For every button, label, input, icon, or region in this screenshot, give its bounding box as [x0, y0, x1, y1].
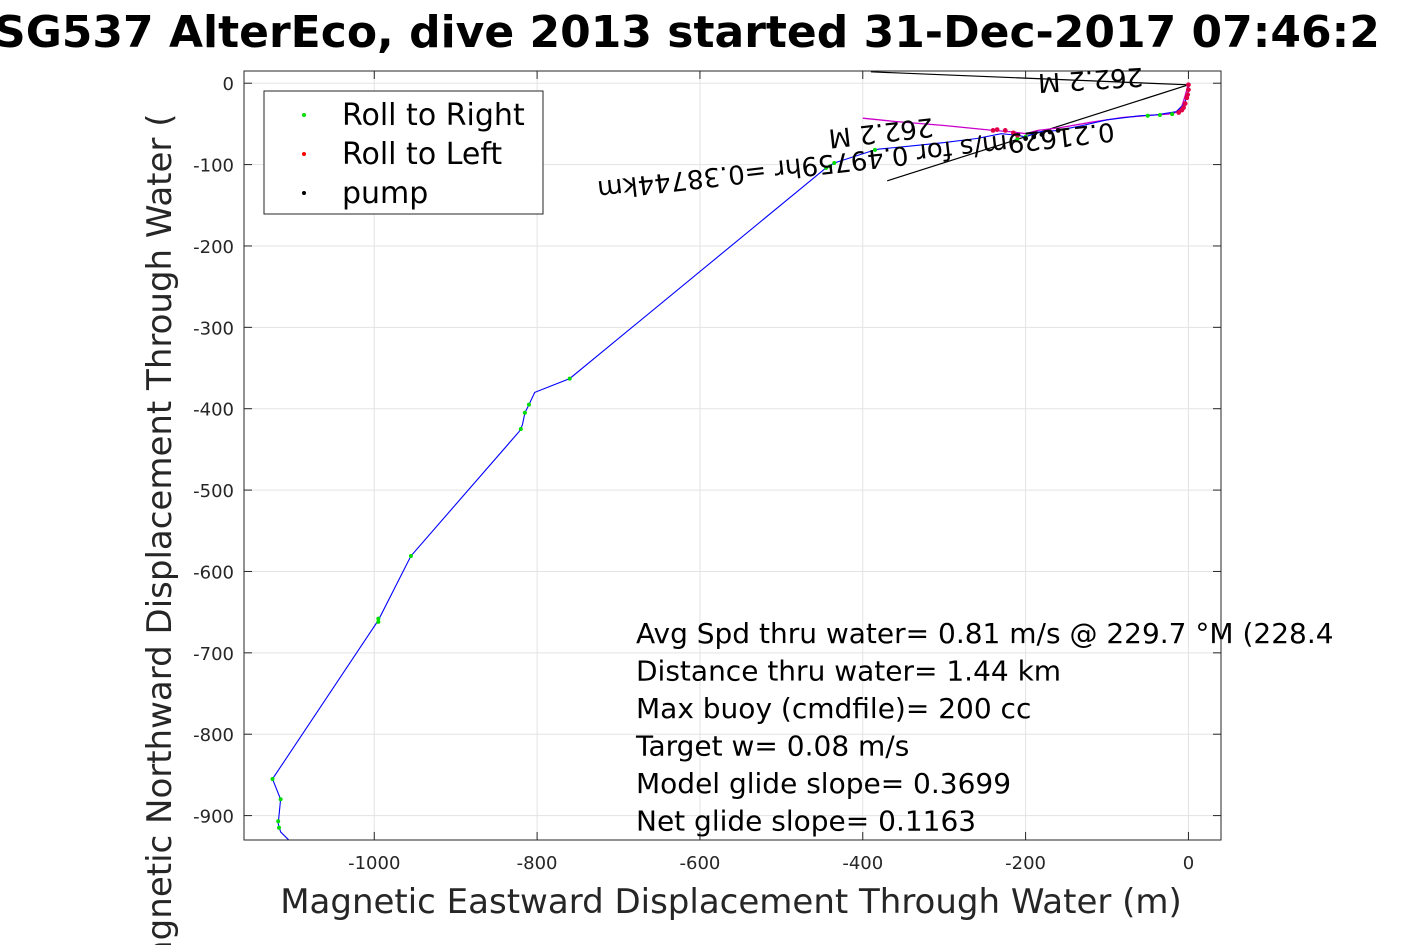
y-tick-label: -300: [193, 318, 234, 339]
legend-label: Roll to Left: [342, 137, 502, 172]
vector-label-top: 262.2 M: [1037, 61, 1144, 97]
x-tick-label: -600: [680, 853, 721, 874]
roll-right-point: [828, 164, 833, 169]
chart-title: SG537 AlterEco, dive 2013 started 31-Dec…: [0, 7, 1380, 58]
roll-right-point: [832, 160, 837, 165]
roll-right-point: [872, 147, 877, 152]
y-tick-label: 0: [223, 74, 234, 95]
roll-right-point: [567, 376, 572, 381]
roll-right-point: [270, 776, 275, 781]
y-tick-label: -700: [193, 644, 234, 665]
legend-box: [263, 90, 544, 215]
x-tick-label: -200: [1005, 853, 1046, 874]
pump-point: [1047, 129, 1053, 135]
pump-point: [1031, 134, 1037, 140]
roll-left-point: [1182, 101, 1188, 106]
roll-right-point: [1170, 112, 1175, 117]
vector-line: [887, 84, 1189, 182]
roll-right-point: [824, 165, 829, 170]
axis-ticks: -1000 -800 -600 -400 -200 0 0 -100 -200 -300 -400 -…: [193, 71, 1221, 874]
y-tick-label: -100: [193, 156, 234, 177]
x-tick-label: -1000: [348, 853, 400, 874]
roll-right-point: [278, 797, 283, 802]
y-axis-label: Magnetic Northward Displacement Through …: [140, 114, 180, 945]
legend-label: pump: [342, 176, 428, 211]
legend-marker: [302, 191, 306, 195]
pump-point: [1023, 136, 1028, 141]
y-tick-label: -800: [193, 725, 234, 746]
legend-marker: [302, 113, 306, 117]
x-tick-label: -800: [517, 853, 558, 874]
plot-area: [270, 71, 1191, 846]
annotation-line: Max buoy (cmdfile)= 200 cc: [636, 692, 1031, 725]
annotation-line: Net glide slope= 0.1163: [636, 805, 976, 838]
annotation-line: Target w= 0.08 m/s: [635, 730, 909, 763]
x-axis-label: Magnetic Eastward Displacement Through W…: [280, 882, 1182, 922]
annotation-line: Avg Spd thru water= 0.81 m/s @ 229.7 °M …: [636, 617, 1334, 650]
x-tick-label: 0: [1183, 853, 1194, 874]
roll-right-point: [408, 553, 413, 558]
pump-point: [1039, 132, 1045, 137]
roll-left-point: [1002, 128, 1008, 133]
roll-left-point: [1179, 107, 1185, 113]
vector-line: [870, 71, 1189, 86]
y-tick-label: -900: [193, 807, 234, 828]
legend-label: Roll to Right: [342, 98, 525, 133]
roll-left-point: [1186, 87, 1191, 93]
roll-left-point: [1010, 130, 1016, 136]
roll-right-point: [291, 842, 295, 846]
annotation-line: Distance thru water= 1.44 km: [636, 655, 1061, 688]
roll-right-point: [518, 427, 523, 432]
roll-left-point: [1015, 132, 1020, 138]
annotation-block: Avg Spd thru water= 0.81 m/s @ 229.7 °M …: [635, 617, 1334, 838]
roll-right-point: [277, 825, 282, 830]
y-tick-label: -400: [193, 400, 234, 421]
legend: Roll to Right Roll to Left pump: [263, 90, 544, 215]
roll-right-point: [1015, 136, 1020, 141]
pump-point: [1055, 128, 1061, 133]
legend-marker: [302, 152, 306, 156]
y-tick-label: -500: [193, 481, 234, 502]
grid: [244, 71, 1221, 840]
roll-right-point: [1157, 112, 1162, 117]
roll-left-point: [1186, 82, 1191, 88]
roll-right-point: [522, 410, 527, 415]
track-line: [271, 83, 1189, 840]
roll-right-point: [276, 819, 281, 824]
roll-left-point: [1176, 110, 1182, 115]
roll-right-point: [376, 619, 381, 624]
roll-right-point: [376, 616, 381, 621]
roll-right-point: [1145, 113, 1150, 118]
y-tick-label: -600: [193, 562, 234, 583]
plot-frame: [243, 70, 1222, 841]
annotation-line: Model glide slope= 0.3699: [636, 767, 1011, 800]
roll-left-point: [990, 128, 996, 133]
y-tick-label: -200: [193, 237, 234, 258]
roll-left-point: [994, 127, 1000, 132]
x-tick-label: -400: [842, 853, 883, 874]
roll-right-point: [526, 402, 531, 407]
roll-left-point: [1184, 95, 1190, 101]
